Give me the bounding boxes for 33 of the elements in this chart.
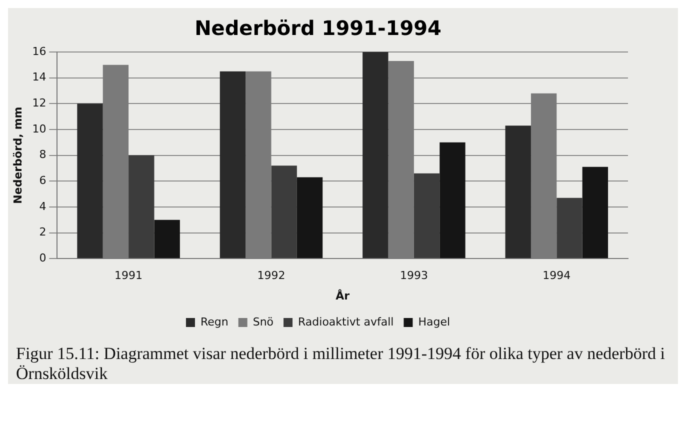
x-axis-title: År: [336, 288, 350, 302]
y-axis-title: Nederbörd, mm: [11, 106, 24, 204]
bar: [362, 52, 388, 258]
bar: [296, 177, 323, 258]
y-tick-label: 2: [39, 226, 46, 239]
y-tick-label: 4: [39, 200, 46, 213]
legend-label: Regn: [200, 315, 228, 328]
y-tick-label: 16: [32, 44, 46, 58]
bar: [582, 166, 608, 258]
x-tick-label: 1994: [542, 269, 571, 282]
bar: [128, 155, 154, 258]
legend-label: Hagel: [418, 315, 450, 328]
bar: [154, 220, 180, 258]
bar: [220, 71, 246, 258]
bar: [556, 198, 582, 258]
bar: [77, 104, 103, 258]
bar: [414, 173, 440, 258]
y-tick-label: 6: [39, 174, 46, 187]
y-tick-label: 8: [39, 148, 46, 162]
bar: [505, 126, 531, 258]
y-tick-label: 0: [39, 251, 46, 264]
y-tick-label: 10: [32, 122, 46, 136]
legend-label: Snö: [252, 315, 274, 328]
x-tick-label: 1993: [400, 269, 428, 282]
legend-label: Radioaktivt avfall: [298, 315, 394, 328]
text: Figur 15.11: Diagrammet visar nederbörd i millimeter 1991-1994 för olika typer av nederbörd i Örnsköldsvik: [15, 343, 666, 384]
y-tick-label: 12: [32, 96, 46, 110]
bar: [271, 166, 297, 258]
y-tick-label: 14: [32, 70, 46, 84]
bar: [440, 142, 466, 258]
x-tick-label: 1992: [257, 269, 286, 282]
chart-title: Nederbörd 1991-1994: [194, 16, 442, 40]
x-tick-label: 1991: [114, 269, 143, 282]
